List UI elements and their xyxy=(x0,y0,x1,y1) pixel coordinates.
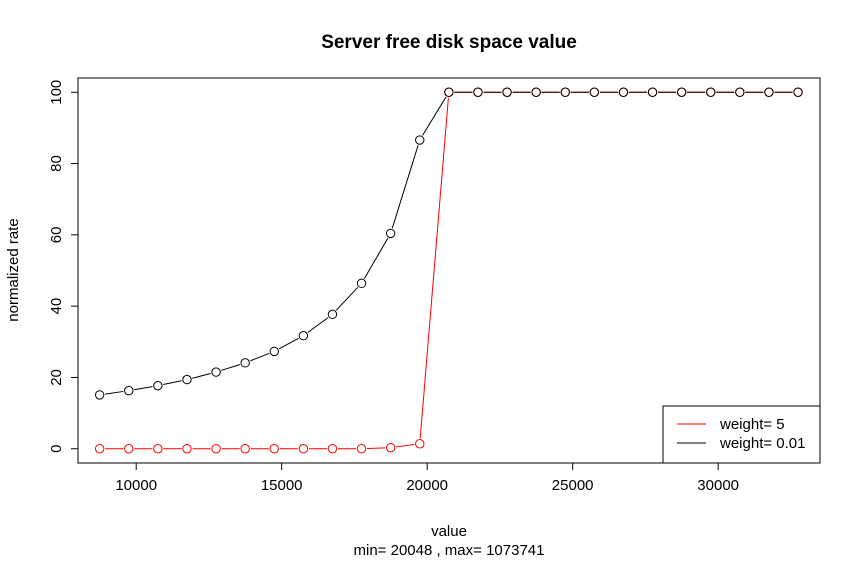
legend: weight= 5 weight= 0.01 xyxy=(662,405,821,464)
data-point xyxy=(764,87,774,97)
data-point xyxy=(211,367,221,377)
x-axis-label: value xyxy=(431,523,467,540)
data-point xyxy=(735,87,745,97)
data-point xyxy=(182,374,192,385)
data-point xyxy=(356,444,367,454)
y-axis-label: normalized rate xyxy=(5,218,22,321)
data-point xyxy=(502,87,512,97)
data-point xyxy=(298,331,309,341)
series-line-segment xyxy=(105,390,124,395)
series-line-segment xyxy=(396,443,415,448)
series-line-segment xyxy=(163,380,182,386)
series-line-segment xyxy=(363,237,389,279)
y-tick-label: 0 xyxy=(48,445,65,453)
data-point xyxy=(124,444,134,454)
data-point xyxy=(356,278,367,289)
y-tick-label: 60 xyxy=(48,227,65,244)
data-point xyxy=(385,442,396,453)
data-point xyxy=(269,346,279,357)
data-point xyxy=(415,135,425,145)
data-point xyxy=(415,439,425,449)
y-axis: 0 20 40 60 80 100 xyxy=(48,80,79,453)
data-point xyxy=(676,87,687,97)
data-point xyxy=(618,87,629,97)
x-tick-label: 10000 xyxy=(115,477,157,494)
data-point xyxy=(473,87,483,97)
data-point xyxy=(327,309,338,320)
data-point xyxy=(94,390,105,400)
data-point xyxy=(124,385,134,396)
data-point xyxy=(793,87,803,97)
y-tick-label: 80 xyxy=(48,155,65,172)
series-line-segment xyxy=(250,352,270,362)
data-point xyxy=(240,444,250,454)
y-tick-label: 20 xyxy=(48,369,65,386)
data-point xyxy=(153,380,163,391)
series-line-segment xyxy=(419,97,449,439)
series-line-segment xyxy=(192,372,211,379)
data-point xyxy=(94,444,105,454)
legend-label: weight= 5 xyxy=(719,416,785,433)
data-point xyxy=(298,444,309,454)
plot-frame xyxy=(77,77,821,464)
series-line-segment xyxy=(307,317,329,333)
x-tick-label: 20000 xyxy=(406,477,448,494)
x-tick-label: 15000 xyxy=(261,477,303,494)
data-point xyxy=(589,87,600,97)
x-tick-label: 25000 xyxy=(552,477,594,494)
data-point xyxy=(444,87,454,97)
data-point xyxy=(531,87,541,97)
data-point xyxy=(153,444,163,454)
legend-box xyxy=(662,405,821,464)
series-0 xyxy=(94,87,803,454)
series-line-segment xyxy=(391,145,419,229)
series-line-segment xyxy=(134,386,153,391)
data-point xyxy=(182,444,192,454)
series-line-segment xyxy=(335,287,359,311)
data-point xyxy=(706,87,716,97)
series-layer xyxy=(94,87,803,454)
series-1 xyxy=(94,87,803,400)
y-tick-label: 40 xyxy=(48,298,65,315)
y-tick-label: 100 xyxy=(48,80,65,105)
chart-subtitle: min= 20048 , max= 1073741 xyxy=(354,542,545,559)
data-point xyxy=(647,87,658,97)
series-line-segment xyxy=(367,447,386,450)
legend-label: weight= 0.01 xyxy=(719,435,805,452)
series-line-segment xyxy=(422,96,447,136)
data-point xyxy=(327,444,338,454)
data-point xyxy=(560,87,570,97)
x-tick-label: 30000 xyxy=(697,477,739,494)
chart-title: Server free disk space value xyxy=(321,32,577,53)
data-point xyxy=(211,444,221,454)
series-line-segment xyxy=(221,364,241,371)
data-point xyxy=(269,444,279,454)
data-point xyxy=(385,228,396,239)
x-axis: 10000 15000 20000 25000 30000 xyxy=(115,462,739,494)
data-point xyxy=(240,358,250,368)
series-line-segment xyxy=(278,337,299,350)
